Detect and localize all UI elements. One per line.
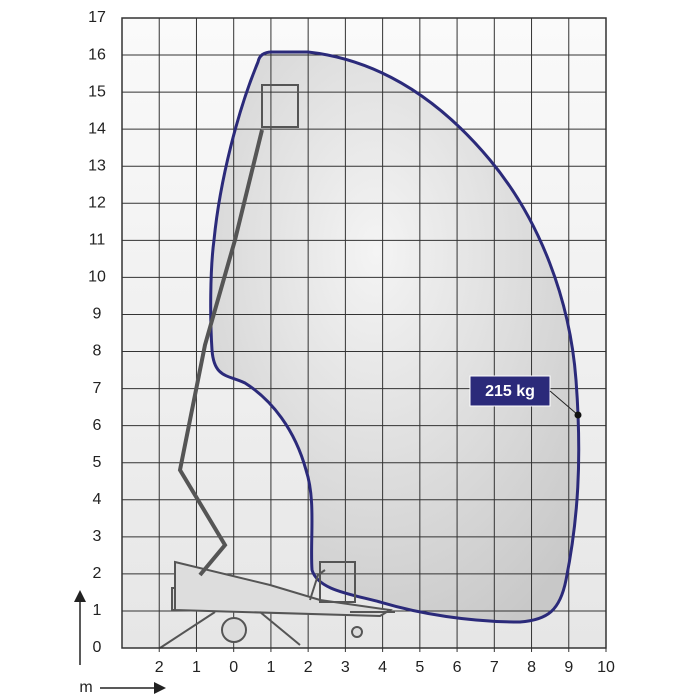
- x-tick-label: 10: [597, 659, 615, 676]
- x-tick-label: 0: [229, 659, 238, 676]
- y-tick-label: 8: [93, 343, 102, 360]
- basket-top: [261, 84, 299, 128]
- y-tick-label: 2: [93, 565, 102, 582]
- y-tick-label: 15: [88, 83, 106, 100]
- y-tick-label: 6: [93, 417, 102, 434]
- y-tick-label: 9: [93, 306, 102, 323]
- load-point: [574, 411, 582, 419]
- y-tick-label: 7: [93, 380, 102, 397]
- plot-frame: [121, 17, 607, 649]
- x-tick-label: 5: [415, 659, 424, 676]
- outrigger: [159, 611, 216, 649]
- y-tick-label: 11: [89, 232, 106, 249]
- x-tick-label: 6: [453, 659, 462, 676]
- working-envelope: [209, 50, 581, 624]
- y-tick-label: 10: [88, 269, 106, 286]
- basket-stowed: [319, 561, 356, 603]
- y-tick-label: 1: [93, 602, 102, 619]
- y-tick-label: 16: [88, 46, 106, 63]
- unit-label: m: [79, 679, 92, 696]
- boom: [177, 129, 264, 577]
- x-arrowhead: [154, 682, 166, 694]
- working-envelope-fill: [210, 52, 579, 622]
- y-tick-label: 0: [93, 639, 102, 656]
- machine: [159, 84, 395, 649]
- outrigger: [259, 611, 301, 646]
- jib-stowed: [309, 569, 326, 601]
- x-tick-label: 2: [155, 659, 164, 676]
- jockey-wheel: [351, 626, 363, 638]
- x-tick-label: 8: [527, 659, 536, 676]
- x-tick-label: 4: [378, 659, 387, 676]
- y-tick-label: 13: [88, 157, 106, 174]
- load-leader: [549, 390, 579, 416]
- x-tick-label: 2: [304, 659, 313, 676]
- y-arrowhead: [74, 590, 86, 602]
- x-tick-label: 1: [192, 659, 201, 676]
- y-tick-label: 12: [88, 195, 106, 212]
- x-tick-label: 3: [341, 659, 350, 676]
- y-tick-label: 17: [88, 9, 106, 26]
- x-tick-label: 1: [266, 659, 275, 676]
- wheel: [221, 617, 247, 643]
- x-tick-label: 9: [564, 659, 573, 676]
- y-tick-label: 3: [93, 528, 102, 545]
- y-tick-label: 5: [93, 454, 102, 471]
- y-tick-label: 4: [93, 491, 102, 508]
- load-box: [469, 375, 551, 407]
- y-tick-label: 14: [88, 120, 106, 137]
- load-label: 215 kg: [485, 383, 535, 400]
- x-tick-label: 7: [490, 659, 499, 676]
